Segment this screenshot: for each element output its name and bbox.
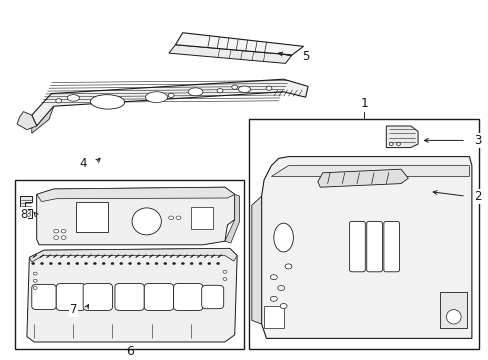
- Text: 4: 4: [79, 157, 87, 170]
- Polygon shape: [32, 79, 307, 126]
- Circle shape: [176, 216, 181, 220]
- Ellipse shape: [273, 223, 293, 252]
- Circle shape: [280, 303, 286, 309]
- Circle shape: [76, 262, 79, 265]
- FancyBboxPatch shape: [366, 221, 382, 272]
- Ellipse shape: [67, 95, 79, 101]
- Circle shape: [207, 262, 210, 265]
- Polygon shape: [224, 194, 239, 243]
- Circle shape: [41, 262, 43, 265]
- Circle shape: [217, 89, 223, 93]
- Circle shape: [199, 262, 202, 265]
- Text: 2: 2: [473, 190, 481, 203]
- FancyBboxPatch shape: [56, 284, 85, 310]
- Circle shape: [33, 279, 37, 282]
- FancyBboxPatch shape: [173, 284, 203, 310]
- Circle shape: [67, 262, 70, 265]
- Text: 5: 5: [301, 50, 309, 63]
- Circle shape: [396, 143, 400, 145]
- Circle shape: [49, 262, 52, 265]
- Circle shape: [61, 229, 66, 233]
- Polygon shape: [27, 248, 237, 342]
- Circle shape: [223, 270, 226, 273]
- Ellipse shape: [446, 310, 460, 324]
- Polygon shape: [37, 187, 234, 202]
- Ellipse shape: [145, 92, 167, 103]
- Circle shape: [163, 262, 166, 265]
- Text: 1: 1: [360, 97, 367, 110]
- Text: 7: 7: [69, 303, 77, 316]
- Bar: [439, 292, 466, 328]
- Ellipse shape: [132, 208, 161, 235]
- Circle shape: [388, 143, 392, 145]
- Polygon shape: [271, 166, 468, 176]
- Polygon shape: [261, 157, 471, 338]
- FancyBboxPatch shape: [201, 285, 223, 309]
- Circle shape: [190, 262, 193, 265]
- Circle shape: [270, 275, 277, 280]
- Polygon shape: [29, 248, 237, 262]
- Circle shape: [172, 262, 175, 265]
- Circle shape: [32, 262, 35, 265]
- Circle shape: [93, 262, 96, 265]
- Circle shape: [120, 262, 122, 265]
- Circle shape: [216, 262, 219, 265]
- FancyBboxPatch shape: [349, 221, 365, 272]
- Circle shape: [58, 262, 61, 265]
- Circle shape: [102, 262, 105, 265]
- Bar: [76, 202, 107, 232]
- Circle shape: [26, 210, 30, 213]
- Ellipse shape: [238, 86, 250, 93]
- Circle shape: [26, 213, 30, 216]
- Text: 3: 3: [473, 134, 481, 147]
- FancyBboxPatch shape: [32, 284, 56, 310]
- FancyBboxPatch shape: [144, 284, 173, 310]
- Circle shape: [61, 236, 66, 239]
- Polygon shape: [168, 45, 291, 63]
- Circle shape: [181, 262, 184, 265]
- Circle shape: [270, 296, 277, 301]
- Circle shape: [223, 278, 226, 280]
- Polygon shape: [317, 169, 407, 187]
- Circle shape: [168, 93, 174, 98]
- Circle shape: [285, 264, 291, 269]
- Ellipse shape: [90, 95, 124, 109]
- Polygon shape: [17, 112, 37, 130]
- Bar: [264, 306, 283, 328]
- Circle shape: [33, 272, 37, 275]
- Circle shape: [54, 236, 59, 239]
- Circle shape: [168, 216, 173, 220]
- Text: 6: 6: [125, 345, 133, 358]
- FancyBboxPatch shape: [383, 221, 399, 272]
- Circle shape: [111, 262, 114, 265]
- Circle shape: [277, 285, 284, 291]
- FancyBboxPatch shape: [115, 284, 144, 310]
- Bar: [249, 119, 478, 349]
- Polygon shape: [175, 33, 303, 55]
- Bar: [15, 180, 244, 349]
- Polygon shape: [251, 196, 261, 324]
- Polygon shape: [37, 187, 234, 245]
- Circle shape: [33, 287, 37, 289]
- FancyBboxPatch shape: [83, 284, 112, 310]
- Circle shape: [84, 262, 87, 265]
- Polygon shape: [20, 196, 32, 218]
- Circle shape: [56, 99, 61, 103]
- Text: 8: 8: [20, 208, 27, 221]
- Polygon shape: [32, 106, 54, 133]
- Ellipse shape: [188, 88, 203, 96]
- Circle shape: [231, 85, 237, 89]
- Circle shape: [137, 262, 140, 265]
- Bar: [190, 207, 212, 229]
- Circle shape: [155, 262, 158, 265]
- Circle shape: [265, 86, 271, 90]
- Circle shape: [128, 262, 131, 265]
- Circle shape: [146, 262, 149, 265]
- Polygon shape: [386, 126, 417, 148]
- Circle shape: [54, 229, 59, 233]
